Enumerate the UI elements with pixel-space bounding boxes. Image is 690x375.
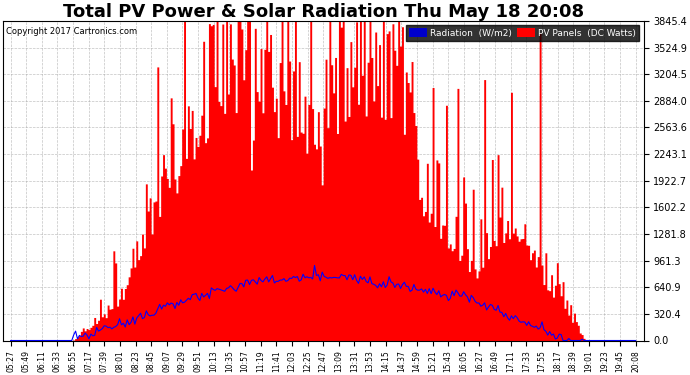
Title: Total PV Power & Solar Radiation Thu May 18 20:08: Total PV Power & Solar Radiation Thu May… bbox=[63, 3, 584, 21]
Legend: Radiation  (W/m2), PV Panels  (DC Watts): Radiation (W/m2), PV Panels (DC Watts) bbox=[406, 26, 639, 40]
Text: Copyright 2017 Cartronics.com: Copyright 2017 Cartronics.com bbox=[6, 27, 137, 36]
